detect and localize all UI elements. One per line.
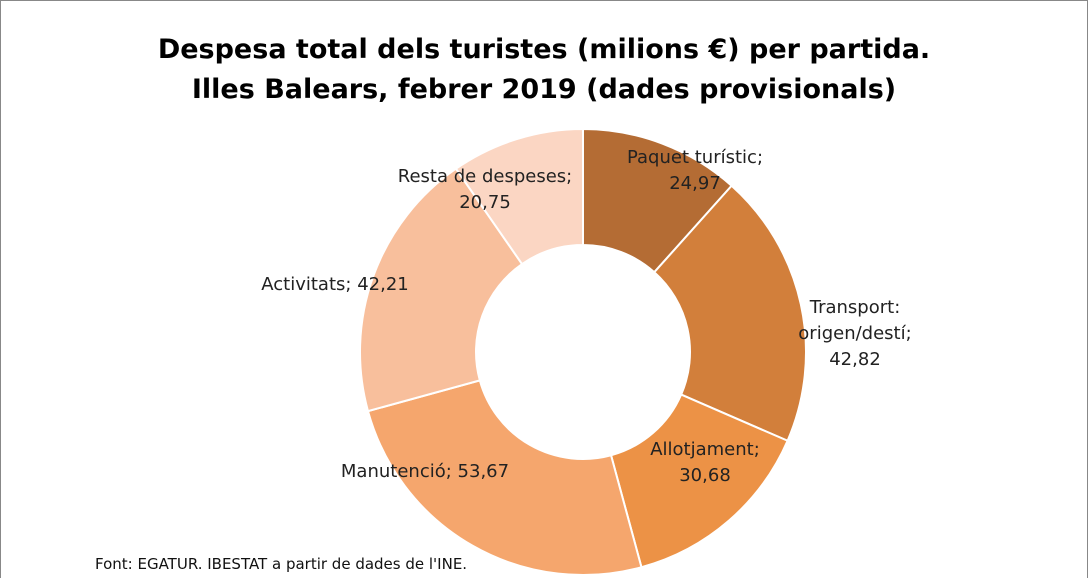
value-label: 53,67 (457, 461, 510, 482)
value-label: 42,21 (357, 274, 409, 295)
category-label: Allotjament; (650, 439, 760, 460)
slice-label: Allotjament; 30,68 (625, 437, 785, 489)
category-label: Transport: origen/destí; (798, 297, 912, 344)
chart-title: Despesa total dels turistes (milions €) … (157, 34, 931, 65)
slice-label: Resta de despeses; 20,75 (385, 164, 585, 216)
category-label: Paquet turístic; (626, 147, 764, 168)
donut-slice (366, 379, 643, 576)
category-label: Activitats; (261, 274, 352, 295)
category-label: Resta de despeses; (397, 166, 573, 187)
donut-slice (359, 167, 524, 413)
slice-label: Manutenció; 53,67 (340, 459, 510, 485)
slice-label: Activitats; 42,21 (230, 272, 440, 298)
value-label: 30,68 (679, 465, 731, 486)
value-label: 20,75 (459, 192, 511, 213)
source-note: Font: EGATUR. IBESTAT a partir de dades … (95, 555, 468, 573)
donut-slice (609, 393, 789, 569)
chart-subtitle: Illes Balears, febrer 2019 (dades provis… (191, 74, 897, 105)
donut-slice (652, 184, 807, 443)
value-label: 24,97 (669, 173, 721, 194)
slice-label: Transport: origen/destí; 42,82 (770, 295, 940, 373)
category-label: Manutenció; (340, 461, 452, 482)
value-label: 42,82 (829, 349, 881, 370)
slice-label: Paquet turístic; 24,97 (620, 145, 770, 197)
donut-slice (454, 127, 584, 266)
